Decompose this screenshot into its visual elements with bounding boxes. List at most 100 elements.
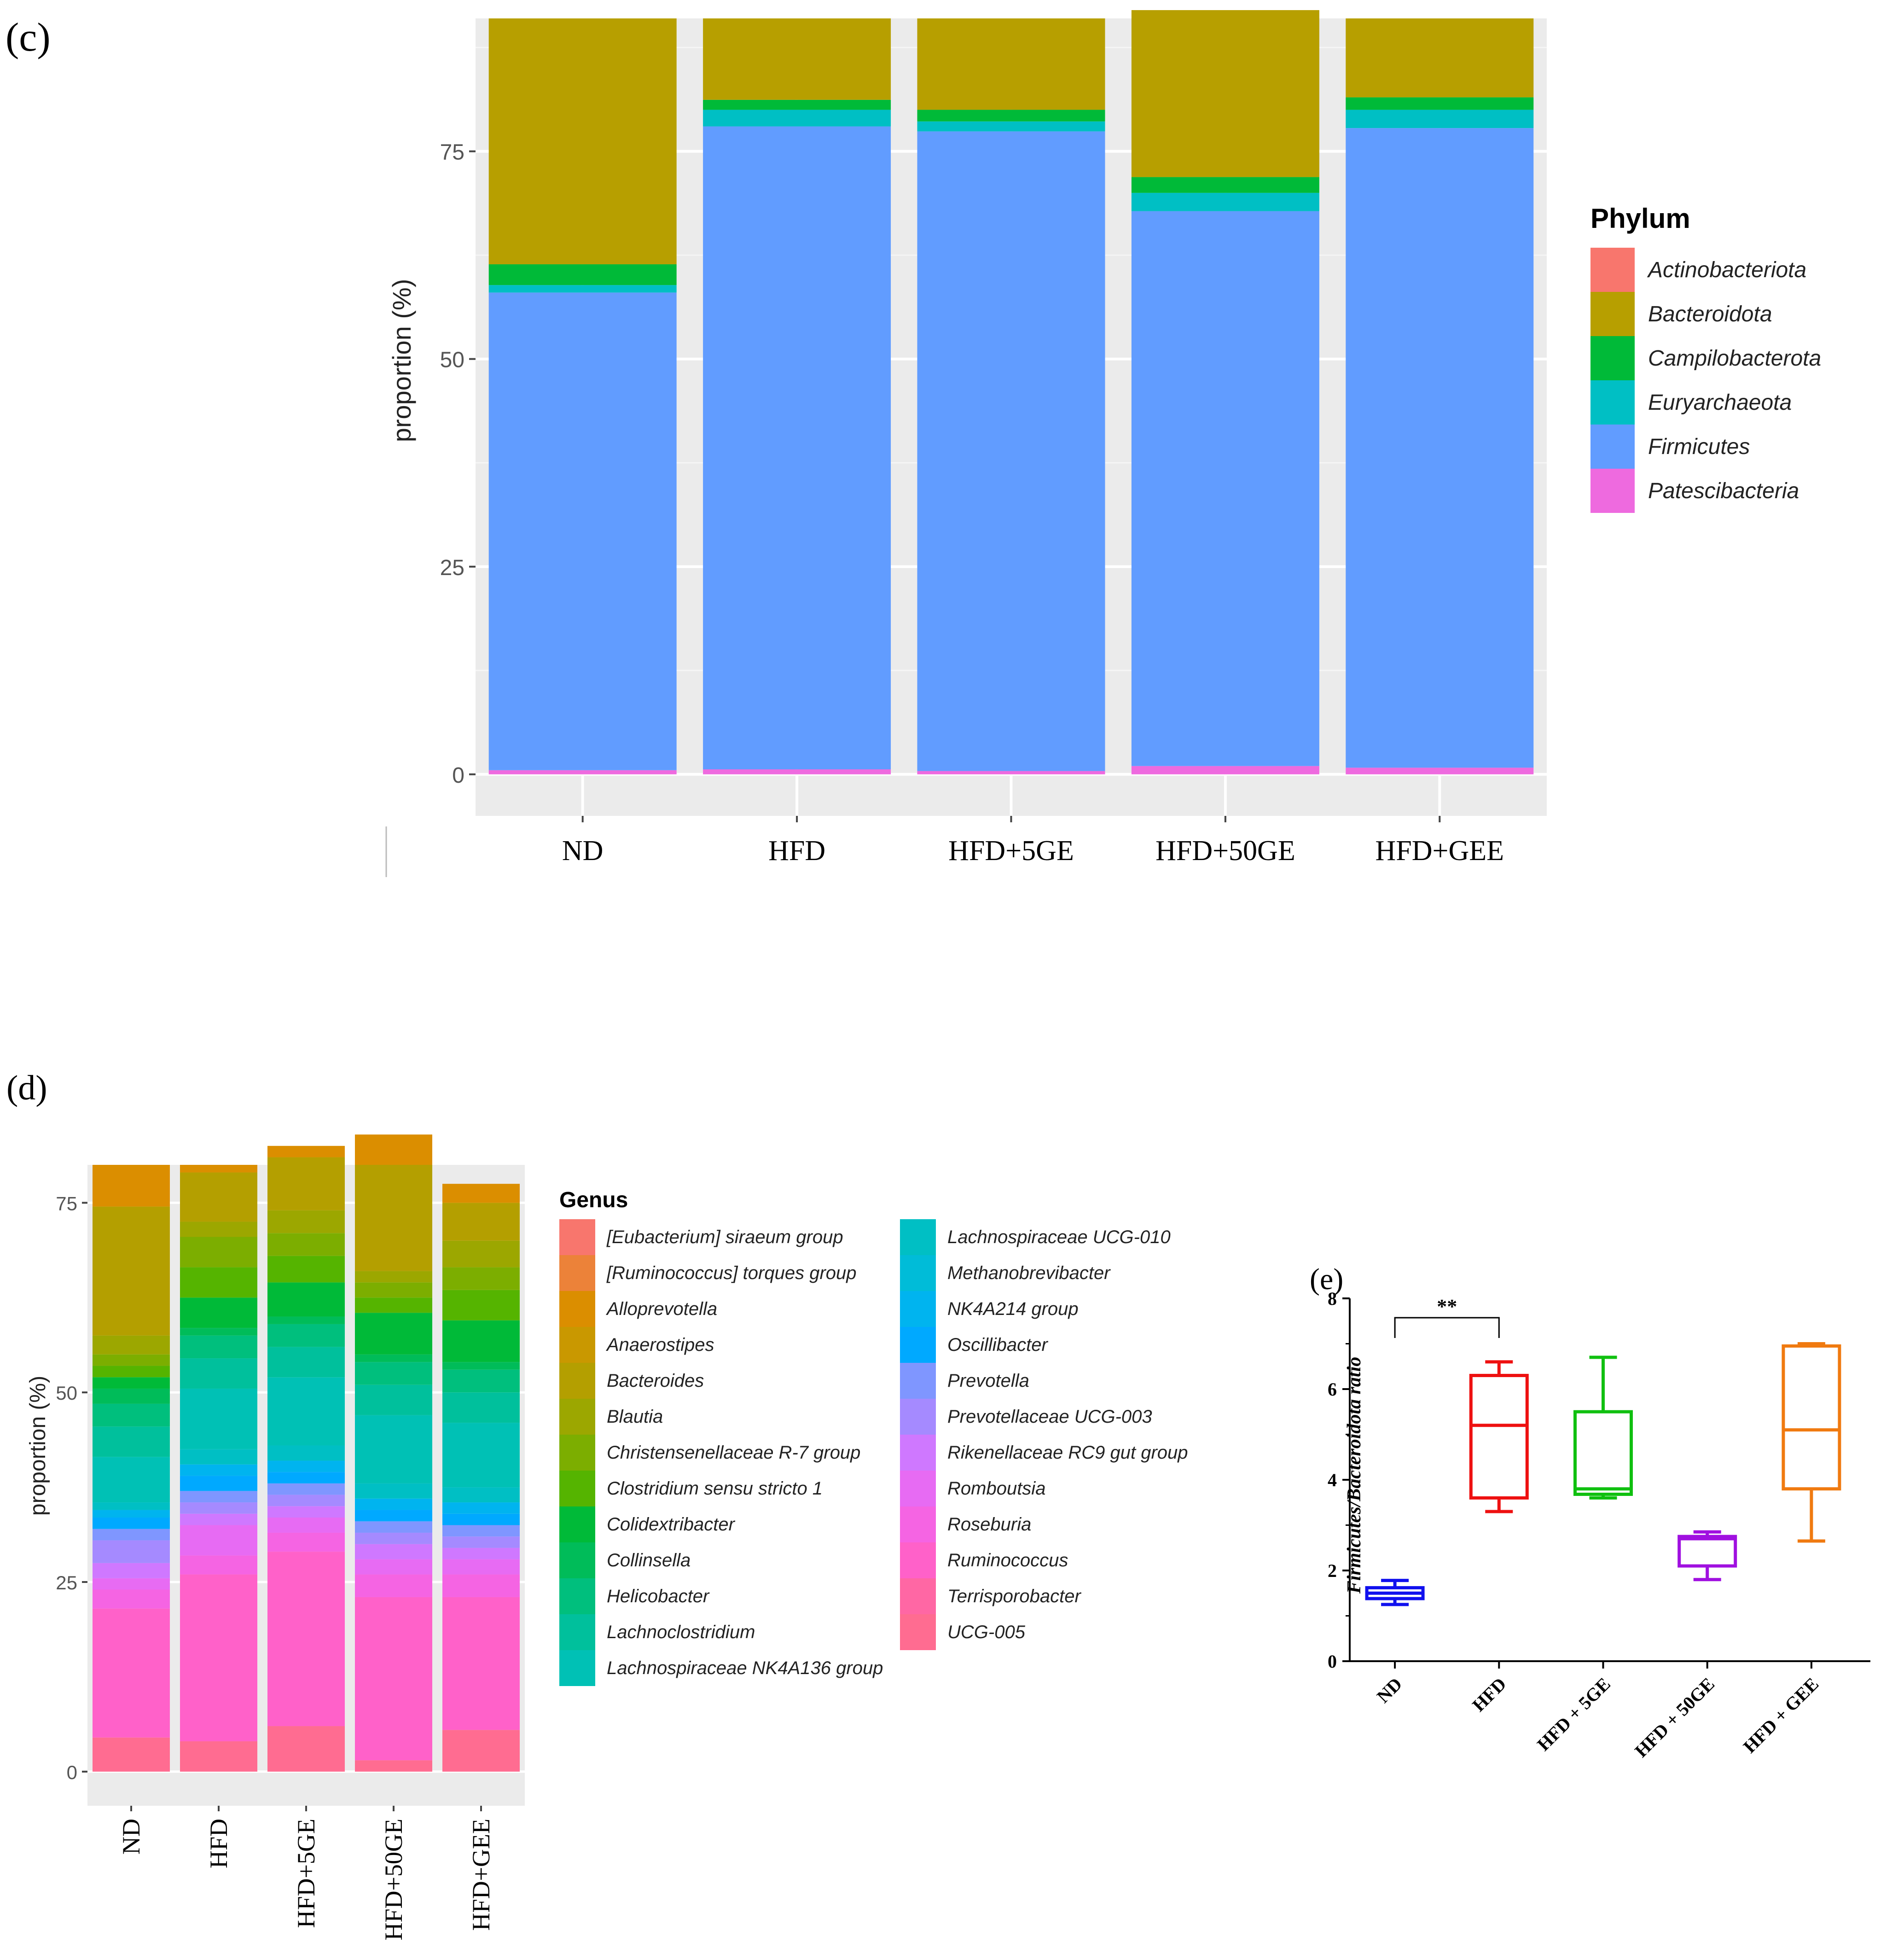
panel-label-e: (e): [1310, 1262, 1343, 1296]
bar-segment-clostridium-sensu-stricto-1-hfd-50ge: [355, 1297, 432, 1313]
bar-segment-christensenellaceae-r-7-group-nd: [93, 1354, 170, 1366]
legend-label: Lachnoclostridium: [607, 1622, 755, 1642]
bar-segment-ucg-005-nd: [93, 1737, 170, 1772]
legend-key-actinobacteriota: [1590, 248, 1635, 292]
x-tick-label: HFD + 5GE: [1533, 1674, 1614, 1755]
legend-label: Campilobacterota: [1648, 346, 1821, 371]
y-tick-label: 25: [440, 556, 464, 580]
legend-label: Rikenellaceae RC9 gut group: [947, 1442, 1188, 1463]
bar-segment-prevotellaceae-ucg-003-hfd: [180, 1502, 257, 1514]
legend-key-anaerostipes: [559, 1327, 595, 1363]
bar-segment-lachnospiraceae-nk4a136-group-hfd-50ge: [355, 1415, 432, 1483]
legend-label: Romboutsia: [947, 1478, 1045, 1499]
legend-label: Lachnospiraceae UCG-010: [947, 1227, 1171, 1247]
bar-segment-collinsella-nd: [93, 1388, 170, 1404]
bar-segment-blautia-hfd-50ge: [355, 1271, 432, 1283]
legend-label: Prevotella: [947, 1371, 1029, 1391]
bar-segment-colidextribacter-hfd-5ge: [267, 1282, 345, 1317]
legend-label: UCG-005: [947, 1622, 1026, 1642]
legend-label: Clostridium sensu stricto 1: [607, 1478, 823, 1499]
legend-label: Alloprevotella: [606, 1299, 717, 1319]
bar-segment-bacteroides-hfd: [180, 1172, 257, 1222]
bar-segment-alloprevotella-nd: [93, 1165, 170, 1207]
bar-segment-colidextribacter-hfd-50ge: [355, 1313, 432, 1355]
legend-key-christensenellaceae-r-7-group: [559, 1435, 595, 1471]
y-tick-label: 50: [440, 348, 464, 372]
bar-segment-blautia-hfd-5ge: [267, 1210, 345, 1233]
bar-segment-ruminococcus-hfd-50ge: [355, 1597, 432, 1761]
y-axis-title: proportion (%): [26, 1376, 50, 1516]
bar-segment-prevotellaceae-ucg-003-nd: [93, 1540, 170, 1563]
bar-segment-lachnoclostridium-nd: [93, 1426, 170, 1457]
bar-segment-firmicutes-hfd-gee: [1346, 128, 1534, 768]
x-tick-label: ND: [1373, 1674, 1406, 1707]
bar-segment-helicobacter-hfd: [180, 1335, 257, 1359]
bar-segment-nk4a214-group-hfd-5ge: [267, 1460, 345, 1472]
y-tick-label: 75: [56, 1192, 77, 1214]
bar-segment-oscillibacter-hfd: [180, 1476, 257, 1491]
bar-segment-rikenellaceae-rc9-gut-group-hfd-gee: [442, 1547, 520, 1559]
legend-label: Oscillibacter: [947, 1335, 1049, 1355]
legend-label: Methanobrevibacter: [947, 1263, 1111, 1283]
bar-segment-bacteroidota-nd: [488, 18, 677, 265]
bar-segment-firmicutes-hfd-5ge: [917, 131, 1105, 771]
bar-segment-bacteroides-hfd-5ge: [267, 1157, 345, 1210]
bar-segment-ucg-005-hfd-gee: [442, 1730, 520, 1772]
bar-segment-lachnoclostridium-hfd-gee: [442, 1392, 520, 1423]
legend-key-patescibacteria: [1590, 469, 1635, 513]
bar-segment-campilobacterota-hfd: [703, 99, 891, 110]
bar-segment-nk4a214-group-hfd: [180, 1464, 257, 1476]
x-tick-label: HFD+5GE: [292, 1819, 320, 1928]
legend-key-bacteroides: [559, 1363, 595, 1399]
bar-segment-lachnospiraceae-ucg-010-hfd-50ge: [355, 1483, 432, 1499]
bar-segment-colidextribacter-hfd: [180, 1297, 257, 1328]
bar-segment-helicobacter-hfd-gee: [442, 1369, 520, 1393]
bar-segment-collinsella-hfd-5ge: [267, 1316, 345, 1324]
legend-label: Prevotellaceae UCG-003: [947, 1407, 1152, 1427]
bar-segment-rikenellaceae-rc9-gut-group-hfd: [180, 1513, 257, 1525]
bar-segment-patescibacteria-hfd-5ge: [917, 771, 1105, 774]
x-tick-label: HFD: [1468, 1674, 1510, 1716]
bar-segment-euryarchaeota-hfd-5ge: [917, 121, 1105, 132]
bar-segment-romboutsia-nd: [93, 1578, 170, 1590]
bar-segment-christensenellaceae-r-7-group-hfd-50ge: [355, 1282, 432, 1298]
bar-segment-christensenellaceae-r-7-group-hfd-gee: [442, 1267, 520, 1290]
bar-segment-nk4a214-group-nd: [93, 1510, 170, 1518]
legend-key-roseburia: [900, 1506, 936, 1542]
box-hfd: [1469, 1373, 1529, 1500]
chart-e: 0 2 4 6 8 Firmicutes/Bacteroidota ratio ND HFD H…: [1328, 1288, 1870, 1761]
legend-key-ruminococcus: [900, 1542, 936, 1578]
legend-label: Lachnospiraceae NK4A136 group: [607, 1658, 883, 1678]
box-hfd-gee: [1782, 1344, 1841, 1491]
bar-segment-firmicutes-hfd: [703, 126, 891, 769]
bar-segment-patescibacteria-hfd: [703, 769, 891, 774]
legend-key-ruminococcus-torques-group: [559, 1255, 595, 1291]
bar-segment-bacteroidota-hfd: [703, 18, 891, 100]
bar-segment-lachnoclostridium-hfd-50ge: [355, 1384, 432, 1415]
bar-segment-ruminococcus-hfd-5ge: [267, 1552, 345, 1727]
y-tick-label: 2: [1328, 1560, 1337, 1581]
bar-segment-patescibacteria-nd: [488, 770, 677, 774]
bar-segment-prevotella-hfd-gee: [442, 1525, 520, 1537]
bar-segment-oscillibacter-hfd-gee: [442, 1513, 520, 1525]
bar-segment-alloprevotella-hfd-50ge: [355, 1134, 432, 1165]
y-tick-label: 75: [440, 140, 464, 165]
legend-key-rikenellaceae-rc9-gut-group: [900, 1435, 936, 1471]
legend-label: [Eubacterium] siraeum group: [606, 1227, 843, 1247]
bar-segment-collinsella-hfd-50ge: [355, 1354, 432, 1362]
legend-key-helicobacter: [559, 1578, 595, 1614]
legend-key-eubacterium-siraeum-group: [559, 1219, 595, 1255]
bar-segment-euryarchaeota-hfd-50ge: [1131, 192, 1319, 211]
box-hfd-5ge: [1573, 1410, 1633, 1496]
legend-key-clostridium-sensu-stricto-1: [559, 1471, 595, 1506]
bar-segment-blautia-nd: [93, 1335, 170, 1355]
bar-segment-bacteroidota-hfd-gee: [1346, 18, 1534, 98]
bar-segment-roseburia-nd: [93, 1589, 170, 1609]
bar-segment-euryarchaeota-hfd: [703, 110, 891, 127]
bar-segment-collinsella-hfd: [180, 1328, 257, 1336]
bar-segment-rikenellaceae-rc9-gut-group-hfd-50ge: [355, 1544, 432, 1559]
legend-label: Bacteroidota: [1648, 302, 1772, 326]
bar-segment-bacteroides-hfd-50ge: [355, 1165, 432, 1271]
bar-segment-lachnospiraceae-ucg-010-hfd-gee: [442, 1487, 520, 1503]
legend-key-prevotellaceae-ucg-003: [900, 1399, 936, 1435]
